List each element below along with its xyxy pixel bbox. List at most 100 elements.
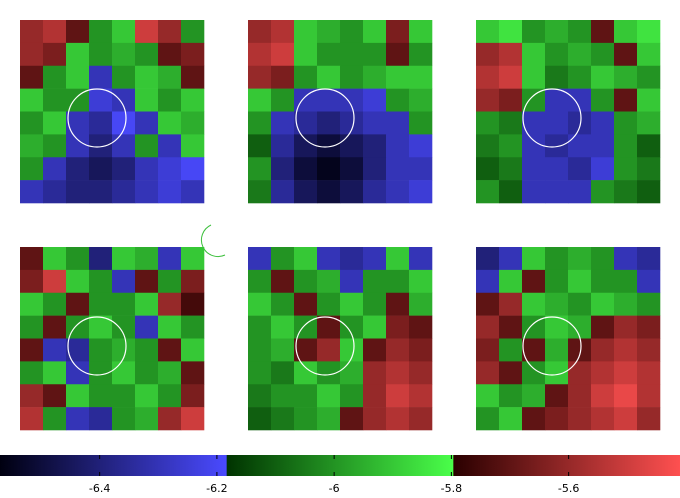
cell — [545, 157, 569, 181]
cell — [637, 65, 661, 89]
cell — [591, 361, 615, 385]
cell — [135, 315, 159, 339]
cell — [522, 361, 546, 385]
cell — [158, 407, 182, 431]
cell — [545, 338, 569, 362]
cell — [112, 247, 136, 271]
cell — [591, 65, 615, 89]
cell — [135, 111, 159, 135]
cell — [248, 157, 272, 181]
cell — [317, 157, 341, 181]
cell — [294, 20, 318, 44]
cell — [317, 88, 341, 112]
cell — [112, 42, 136, 67]
cell — [43, 384, 67, 408]
cell — [112, 65, 136, 89]
colorbar-tick-label: -6.2 — [206, 482, 227, 495]
cell — [20, 157, 44, 181]
cell — [181, 247, 205, 271]
cell — [158, 111, 182, 135]
cell — [66, 180, 90, 204]
cell — [568, 180, 592, 204]
cell — [89, 338, 113, 362]
cell — [112, 292, 136, 316]
cell — [294, 157, 318, 181]
cell — [317, 269, 341, 294]
cell — [386, 42, 410, 67]
cell — [43, 65, 67, 89]
cell — [248, 247, 272, 271]
cell — [499, 111, 523, 135]
cell — [340, 180, 364, 204]
circle — [67, 88, 127, 148]
cell — [568, 292, 592, 316]
cell — [614, 292, 638, 316]
cell — [386, 269, 410, 294]
cell — [248, 338, 272, 362]
cell — [20, 42, 44, 67]
cell — [66, 20, 90, 44]
cell — [20, 361, 44, 385]
cell — [637, 42, 661, 67]
cell — [568, 111, 592, 135]
cell — [89, 65, 113, 89]
arc — [200, 224, 226, 258]
cell — [545, 315, 569, 339]
cell — [522, 65, 546, 89]
cell — [112, 157, 136, 181]
cell — [66, 338, 90, 362]
cell — [294, 384, 318, 408]
cell — [66, 111, 90, 135]
cell — [89, 88, 113, 112]
cell — [340, 247, 364, 271]
cell — [112, 88, 136, 112]
cell — [158, 361, 182, 385]
cell — [614, 42, 638, 67]
cell — [135, 20, 159, 44]
cell — [476, 338, 500, 362]
cell — [363, 180, 387, 204]
cell — [340, 315, 364, 339]
cell — [43, 361, 67, 385]
cell — [591, 269, 615, 294]
cell — [409, 20, 433, 44]
cell — [317, 292, 341, 316]
cell — [637, 407, 661, 431]
cell — [522, 157, 546, 181]
cell — [20, 269, 44, 294]
cell — [248, 20, 272, 44]
cell — [545, 292, 569, 316]
cell — [317, 247, 341, 271]
cell — [568, 384, 592, 408]
cell — [499, 180, 523, 204]
cell — [112, 384, 136, 408]
cell — [89, 180, 113, 204]
cell — [20, 88, 44, 112]
cell — [20, 292, 44, 316]
cell — [409, 338, 433, 362]
cell — [522, 292, 546, 316]
cell — [66, 292, 90, 316]
cell — [135, 384, 159, 408]
cell — [522, 111, 546, 135]
cell — [112, 20, 136, 44]
cell — [158, 269, 182, 294]
cell — [340, 20, 364, 44]
cell — [181, 361, 205, 385]
cell — [135, 65, 159, 89]
cell — [409, 315, 433, 339]
cell — [637, 20, 661, 44]
cell — [294, 180, 318, 204]
cell — [568, 269, 592, 294]
cell — [294, 42, 318, 67]
cell — [340, 42, 364, 67]
cell — [409, 111, 433, 135]
cell — [363, 384, 387, 408]
cell — [317, 111, 341, 135]
cell — [248, 384, 272, 408]
cell — [66, 88, 90, 112]
cell — [591, 88, 615, 112]
cell — [248, 361, 272, 385]
cell — [340, 269, 364, 294]
cell — [637, 269, 661, 294]
